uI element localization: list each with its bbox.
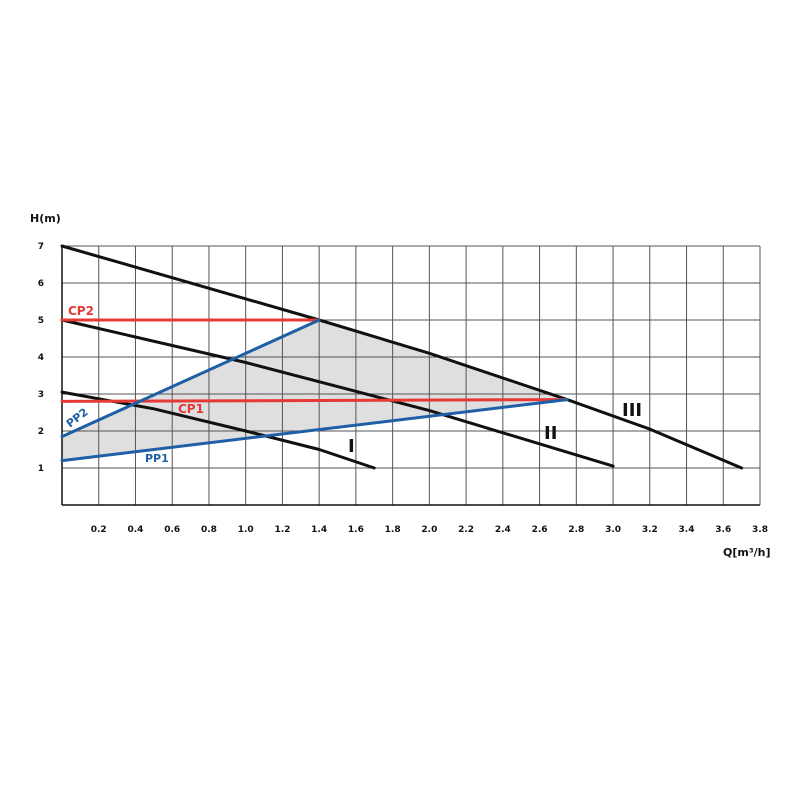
tick-labels: 0.2 0.4 0.6 0.8 1.0 1.2 1.4 1.6 1.8 2.0 2.2 2.4 2.6 2… (38, 242, 768, 535)
y-tick-label: 4 (38, 353, 44, 363)
series-line-cp1 (60, 398, 569, 403)
y-tick-label: 3 (38, 390, 44, 400)
x-tick-label: 0.6 (164, 525, 180, 535)
grid (62, 245, 761, 505)
y-tick-label: 5 (38, 316, 44, 326)
x-tick-label: 2.6 (532, 525, 548, 535)
x-tick-label: 3.8 (752, 525, 768, 535)
x-tick-label: 3.4 (679, 525, 695, 535)
series-line-pp2 (60, 318, 321, 439)
series-label-cp1: CP1 (178, 402, 204, 416)
x-tick-label: 2.8 (568, 525, 584, 535)
x-tick-label: 1.8 (385, 525, 401, 535)
x-tick-label: 2.2 (458, 525, 474, 535)
series-lines (60, 244, 744, 470)
x-tick-label: 3.2 (642, 525, 658, 535)
series-label-cp2: CP2 (68, 304, 94, 318)
y-axis-label: H(m) (30, 212, 61, 225)
x-tick-label: 2.4 (495, 525, 511, 535)
series-line-i (60, 390, 376, 470)
series-label-ii: II (544, 423, 557, 444)
series-label-pp1: PP1 (145, 452, 169, 465)
y-tick-label: 7 (38, 242, 44, 252)
x-tick-label: 0.8 (201, 525, 217, 535)
x-axis-label: Q[m³/h] (723, 546, 771, 559)
x-tick-label: 0.4 (127, 525, 143, 535)
x-tick-label: 3.6 (715, 525, 731, 535)
x-tick-label: 1.2 (274, 525, 290, 535)
x-tick-label: 0.2 (91, 525, 107, 535)
operating-region-shade (62, 320, 568, 461)
x-tick-label: 1.6 (348, 525, 364, 535)
series-label-i: I (348, 436, 355, 457)
y-tick-label: 6 (38, 279, 44, 289)
x-tick-label: 2.0 (421, 525, 437, 535)
series-label-iii: III (622, 400, 642, 421)
y-tick-label: 2 (38, 427, 44, 437)
series-line-pp1 (60, 398, 569, 463)
series-line-iii (60, 244, 744, 470)
x-tick-label: 1.0 (238, 525, 254, 535)
x-tick-label: 3.0 (605, 525, 621, 535)
series-line-ii (60, 318, 615, 468)
y-tick-label: 1 (38, 464, 44, 474)
x-tick-label: 1.4 (311, 525, 327, 535)
